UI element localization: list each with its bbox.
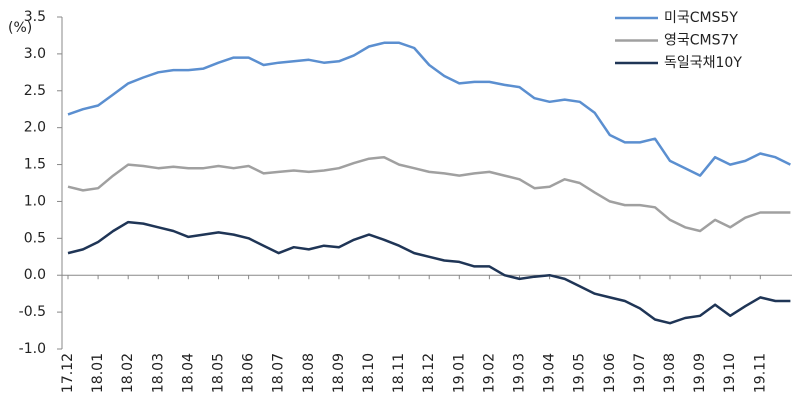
y-tick-label: -0.5 bbox=[19, 304, 46, 320]
y-tick-label: 0.0 bbox=[24, 267, 46, 283]
x-tick-label: 19.06 bbox=[602, 353, 618, 393]
x-tick-label: 18.11 bbox=[391, 353, 407, 393]
x-tick-label: 19.02 bbox=[481, 353, 497, 393]
x-tick-label: 18.05 bbox=[211, 353, 227, 393]
x-tick-label: 19.07 bbox=[632, 353, 648, 393]
legend-label: 미국CMS5Y bbox=[664, 10, 738, 26]
legend-label: 영국CMS7Y bbox=[664, 33, 738, 49]
x-tick-label: 18.02 bbox=[120, 353, 136, 393]
x-tick-label: 19.08 bbox=[662, 353, 678, 393]
x-tick-label: 18.01 bbox=[90, 353, 106, 393]
legend-label: 독일국채10Y bbox=[664, 55, 742, 71]
x-tick-label: 18.03 bbox=[150, 353, 166, 393]
x-tick-label: 17.12 bbox=[60, 353, 76, 393]
x-tick-label: 18.08 bbox=[301, 353, 317, 393]
series-line bbox=[67, 41, 791, 177]
y-tick-label: 2.0 bbox=[24, 120, 46, 136]
y-tick-label: 0.5 bbox=[24, 230, 46, 246]
x-tick-label: 19.05 bbox=[572, 353, 588, 393]
x-tick-label: 19.09 bbox=[692, 353, 708, 393]
x-tick-label: 19.11 bbox=[752, 353, 768, 393]
x-tick-label: 18.04 bbox=[180, 353, 196, 393]
y-tick-label: 2.5 bbox=[24, 83, 46, 99]
x-tick-label: 19.10 bbox=[722, 353, 738, 393]
y-unit-label: (%) bbox=[8, 20, 32, 36]
y-tick-label: 3.5 bbox=[24, 9, 46, 25]
x-tick-label: 18.12 bbox=[421, 353, 437, 393]
x-tick-label: 19.03 bbox=[512, 353, 528, 393]
y-tick-label: 3.0 bbox=[24, 46, 46, 62]
x-tick-label: 19.01 bbox=[451, 353, 467, 393]
series-line bbox=[67, 220, 791, 325]
y-tick-label: -1.0 bbox=[19, 341, 46, 357]
x-tick-label: 18.09 bbox=[331, 353, 347, 393]
x-tick-label: 19.04 bbox=[542, 353, 558, 393]
y-tick-label: 1.0 bbox=[24, 193, 46, 209]
y-tick-label: 1.5 bbox=[24, 157, 46, 173]
x-tick-label: 18.07 bbox=[271, 353, 287, 393]
series-line bbox=[67, 155, 791, 233]
x-tick-label: 18.10 bbox=[361, 353, 377, 393]
x-tick-label: 18.06 bbox=[241, 353, 257, 393]
